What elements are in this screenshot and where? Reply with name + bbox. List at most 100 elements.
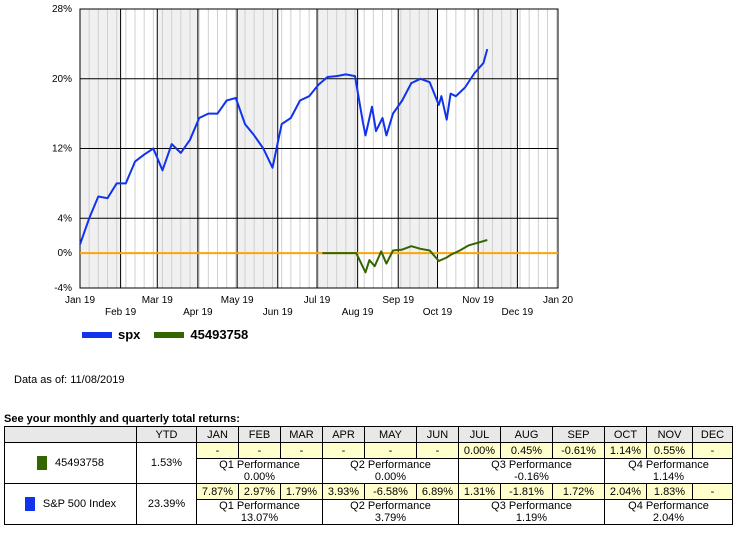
quarter-cell: Q3 Performance -0.16% [458, 458, 605, 484]
month-value: - [196, 442, 239, 459]
table-row: 45493758 1.53% - - - - - - 0.00% 0.45% -… [4, 442, 733, 484]
y-tick-label: 20% [52, 74, 72, 85]
y-tick-label: -4% [54, 283, 72, 294]
month-value: - [322, 442, 365, 459]
y-tick-label: 28% [52, 4, 72, 15]
quarter-value: -0.16% [514, 471, 549, 483]
quarter-label: Q2 Performance [350, 500, 431, 512]
quarter-cell: Q1 Performance 13.07% [196, 499, 323, 525]
month-value: 2.97% [238, 483, 281, 500]
row-name: 45493758 [55, 456, 104, 469]
header-feb: FEB [238, 426, 281, 443]
legend-label-portfolio: 45493758 [190, 327, 249, 342]
x-tick-label: Oct 19 [423, 307, 453, 318]
x-tick-label: Mar 19 [142, 295, 174, 306]
header-aug: AUG [500, 426, 553, 443]
month-value: 2.04% [604, 483, 647, 500]
header-nov: NOV [646, 426, 693, 443]
quarter-value: 1.19% [515, 512, 548, 524]
month-value: 1.83% [646, 483, 693, 500]
chart-legend: spx 45493758 [82, 327, 248, 342]
header-oct: OCT [604, 426, 647, 443]
x-tick-label: Jan 19 [65, 295, 95, 306]
quarter-value: 0.00% [374, 471, 407, 483]
quarter-label: Q4 Performance [628, 500, 709, 512]
quarter-label: Q1 Performance [219, 500, 300, 512]
quarter-value: 3.79% [374, 512, 407, 524]
month-value: 0.55% [646, 442, 693, 459]
month-value: - [238, 442, 281, 459]
month-value: 6.89% [416, 483, 459, 500]
month-value: - [416, 442, 459, 459]
x-tick-label: Dec 19 [502, 307, 534, 318]
legend-item-spx: spx [82, 327, 140, 342]
month-value: - [692, 483, 733, 500]
y-tick-label: 0% [58, 248, 73, 259]
quarter-cell: Q4 Performance 2.04% [604, 499, 733, 525]
plot-border [79, 8, 559, 289]
row-name-cell: S&P 500 Index [4, 483, 137, 525]
row-ytd: 1.53% [136, 442, 197, 484]
quarter-label: Q2 Performance [350, 459, 431, 471]
quarter-cell: Q4 Performance 1.14% [604, 458, 733, 484]
x-tick-label: Apr 19 [183, 307, 213, 318]
series-line-spx [79, 48, 489, 245]
header-ytd: YTD [136, 426, 197, 443]
header-mar: MAR [280, 426, 323, 443]
quarter-label: Q1 Performance [219, 459, 300, 471]
header-may: MAY [364, 426, 417, 443]
quarter-label: Q3 Performance [491, 459, 572, 471]
table-row: Q1 Performance 13.07% Q2 Performance 3.79%… [5, 499, 733, 525]
quarter-value: 13.07% [240, 512, 279, 524]
quarter-cell: Q2 Performance 0.00% [322, 458, 459, 484]
month-value: 1.72% [552, 483, 605, 500]
legend-swatch-portfolio [154, 331, 185, 338]
month-value: -6.58% [364, 483, 417, 500]
month-value: 1.79% [280, 483, 323, 500]
series-color-square [37, 456, 48, 470]
header-jul: JUL [458, 426, 501, 443]
performance-chart: 28% 20% 12% 4% 0% -4%Jan 19 Mar 19 May 19 Jul 19… [52, 4, 573, 318]
header-sep: SEP [552, 426, 605, 443]
quarter-cell: Q1 Performance 0.00% [196, 458, 323, 484]
legend-item-portfolio: 45493758 [154, 327, 248, 342]
header-jun: JUN [416, 426, 459, 443]
series-line-portfolio [322, 239, 488, 274]
series-color-square [24, 497, 35, 511]
month-value: -0.61% [552, 442, 605, 459]
quarter-cell: Q3 Performance 1.19% [458, 499, 605, 525]
month-value: 0.00% [458, 442, 501, 459]
month-value: - [364, 442, 417, 459]
header-dec: DEC [692, 426, 733, 443]
header-name [4, 426, 137, 443]
month-value: 1.31% [458, 483, 501, 500]
table-row: Q1 Performance 0.00% Q2 Performance 0.00% … [5, 458, 733, 484]
data-as-of: Data as of: 11/08/2019 [14, 374, 125, 386]
month-value: 3.93% [322, 483, 365, 500]
row-name-cell: 45493758 [4, 442, 137, 484]
month-value: 7.87% [196, 483, 239, 500]
x-tick-label: Sep 19 [382, 295, 414, 306]
quarter-label: Q3 Performance [491, 500, 572, 512]
quarter-cell: Q2 Performance 3.79% [322, 499, 459, 525]
month-value: 0.45% [500, 442, 553, 459]
x-tick-label: May 19 [221, 295, 254, 306]
x-tick-label: Feb 19 [105, 307, 137, 318]
row-name: S&P 500 Index [42, 497, 117, 510]
table-row: S&P 500 Index 23.39% 7.87% 2.97% 1.79% 3… [4, 483, 733, 525]
month-value: - [280, 442, 323, 459]
header-apr: APR [322, 426, 365, 443]
x-tick-label: Jul 19 [304, 295, 331, 306]
returns-table: YTD JAN FEB MAR APR MAY JUN JUL AUG SEP … [4, 426, 733, 525]
y-tick-label: 12% [52, 144, 72, 155]
table-header-row: YTD JAN FEB MAR APR MAY JUN JUL AUG SEP … [4, 426, 733, 443]
x-tick-label: Nov 19 [462, 295, 494, 306]
month-value: - [692, 442, 733, 459]
header-jan: JAN [196, 426, 239, 443]
month-value: -1.81% [500, 483, 553, 500]
month-value: 1.14% [604, 442, 647, 459]
quarter-value: 2.04% [652, 512, 685, 524]
row-ytd: 23.39% [136, 483, 197, 525]
legend-swatch-spx [82, 331, 112, 338]
quarter-label: Q4 Performance [628, 459, 709, 471]
